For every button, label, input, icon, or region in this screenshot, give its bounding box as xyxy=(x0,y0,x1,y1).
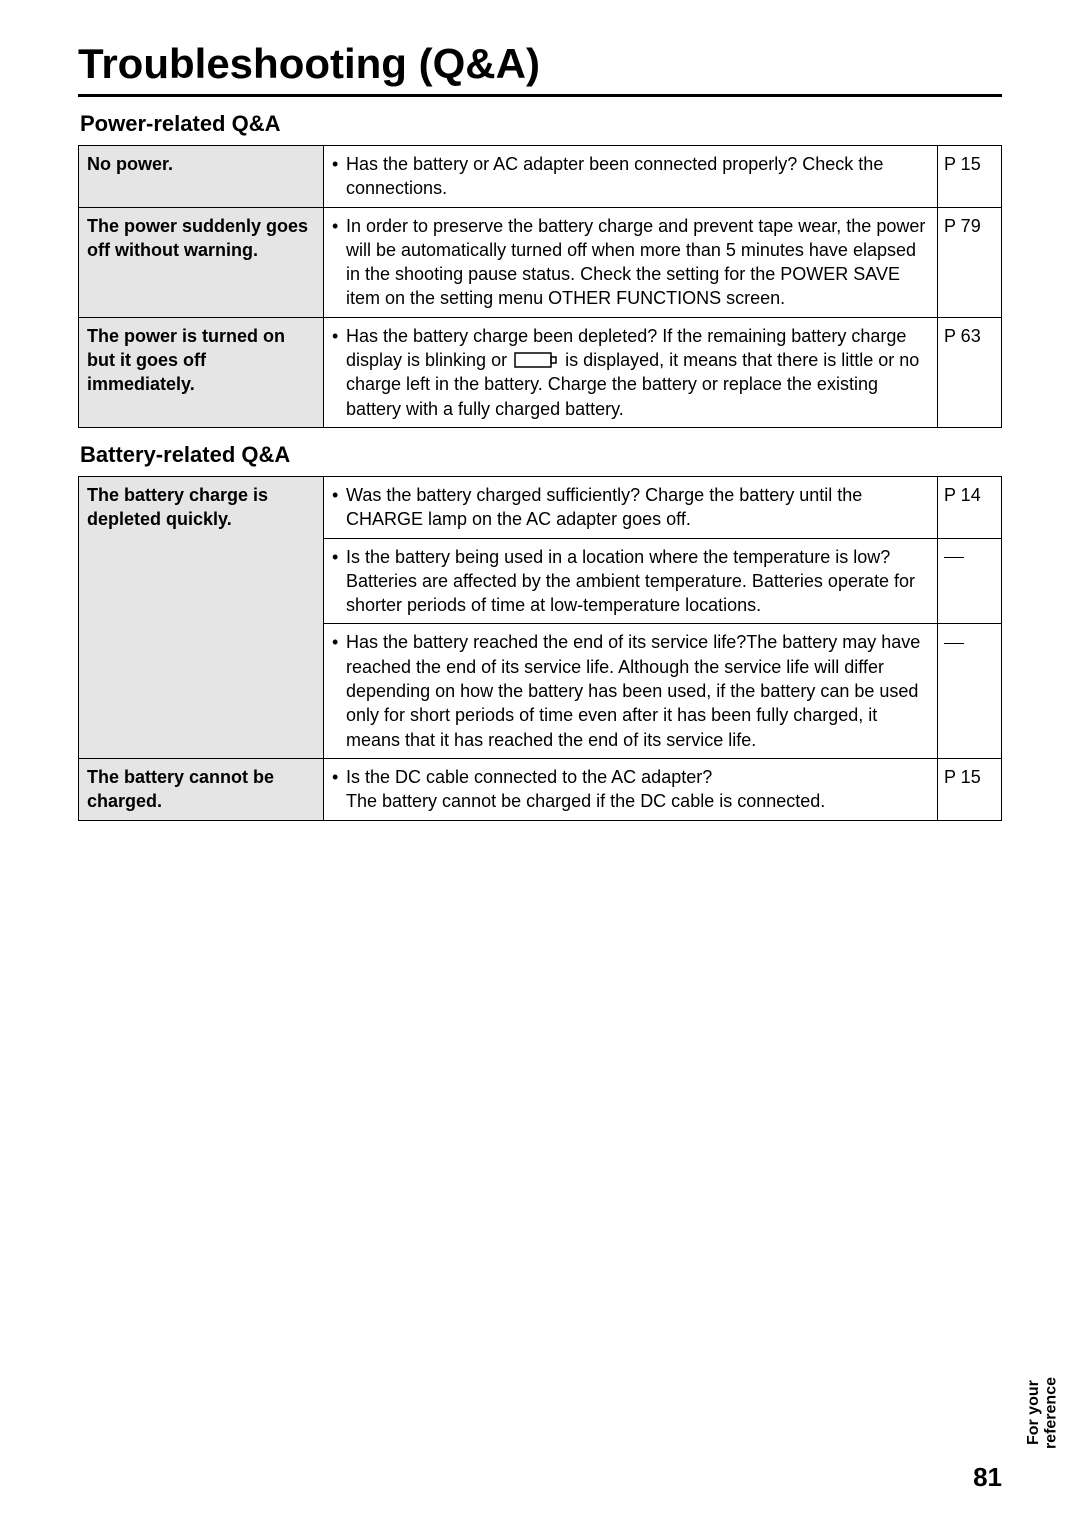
side-tab-line1: For your xyxy=(1025,1381,1042,1446)
answer-cell: •Has the battery or AC adapter been conn… xyxy=(324,146,938,208)
ref-cell xyxy=(938,624,1002,758)
ref-cell: P 15 xyxy=(938,146,1002,208)
page-number: 81 xyxy=(973,1462,1002,1493)
answer-text: Is the battery being used in a location … xyxy=(346,545,929,618)
answer-cell: •In order to preserve the battery charge… xyxy=(324,207,938,317)
ref-cell: P 15 xyxy=(938,758,1002,820)
answer-text: Has the battery or AC adapter been conne… xyxy=(346,152,929,201)
bullet-dot: • xyxy=(332,545,346,618)
answer-text: Has the battery reached the end of its s… xyxy=(346,630,929,751)
issue-cell: The power suddenly goes off without warn… xyxy=(79,207,324,317)
answer-text: Has the battery charge been depleted? If… xyxy=(346,324,929,421)
ref-cell: P 14 xyxy=(938,476,1002,538)
side-tab: For your reference xyxy=(1025,1377,1060,1449)
answer-cell: •Is the battery being used in a location… xyxy=(324,538,938,624)
section-heading: Power-related Q&A xyxy=(78,111,1002,137)
page-title: Troubleshooting (Q&A) xyxy=(78,40,1002,88)
table-row: The power is turned on but it goes off i… xyxy=(79,317,1002,427)
qa-table: The battery charge is depleted quickly.•… xyxy=(78,476,1002,821)
bullet-dot: • xyxy=(332,214,346,311)
issue-cell: The battery charge is depleted quickly. xyxy=(79,476,324,758)
answer-cell: •Is the DC cable connected to the AC ada… xyxy=(324,758,938,820)
page: Troubleshooting (Q&A) Power-related Q&A N… xyxy=(0,0,1080,1529)
ref-cell: P 79 xyxy=(938,207,1002,317)
issue-cell: The battery cannot be charged. xyxy=(79,758,324,820)
bullet-dot: • xyxy=(332,152,346,201)
sections-container: Power-related Q&ANo power.•Has the batte… xyxy=(78,111,1002,821)
bullet-dot: • xyxy=(332,765,346,814)
answer-cell: •Has the battery reached the end of its … xyxy=(324,624,938,758)
table-row: The battery cannot be charged.•Is the DC… xyxy=(79,758,1002,820)
dash-icon xyxy=(944,557,964,558)
bullet-dot: • xyxy=(332,483,346,532)
bullet-dot: • xyxy=(332,630,346,751)
side-tab-line2: reference xyxy=(1042,1377,1059,1449)
issue-cell: No power. xyxy=(79,146,324,208)
table-row: The power suddenly goes off without warn… xyxy=(79,207,1002,317)
ref-cell xyxy=(938,538,1002,624)
answer-text: In order to preserve the battery charge … xyxy=(346,214,929,311)
bullet-dot: • xyxy=(332,324,346,421)
answer-text: Is the DC cable connected to the AC adap… xyxy=(346,765,929,814)
dash-icon xyxy=(944,643,964,644)
answer-cell: •Was the battery charged sufficiently? C… xyxy=(324,476,938,538)
section-heading: Battery-related Q&A xyxy=(78,442,1002,468)
battery-empty-icon xyxy=(514,350,558,370)
answer-cell: •Has the battery charge been depleted? I… xyxy=(324,317,938,427)
answer-text: Was the battery charged sufficiently? Ch… xyxy=(346,483,929,532)
qa-table: No power.•Has the battery or AC adapter … xyxy=(78,145,1002,428)
title-wrap: Troubleshooting (Q&A) xyxy=(78,40,1002,97)
issue-cell: The power is turned on but it goes off i… xyxy=(79,317,324,427)
ref-cell: P 63 xyxy=(938,317,1002,427)
table-row: No power.•Has the battery or AC adapter … xyxy=(79,146,1002,208)
table-row: The battery charge is depleted quickly.•… xyxy=(79,476,1002,538)
